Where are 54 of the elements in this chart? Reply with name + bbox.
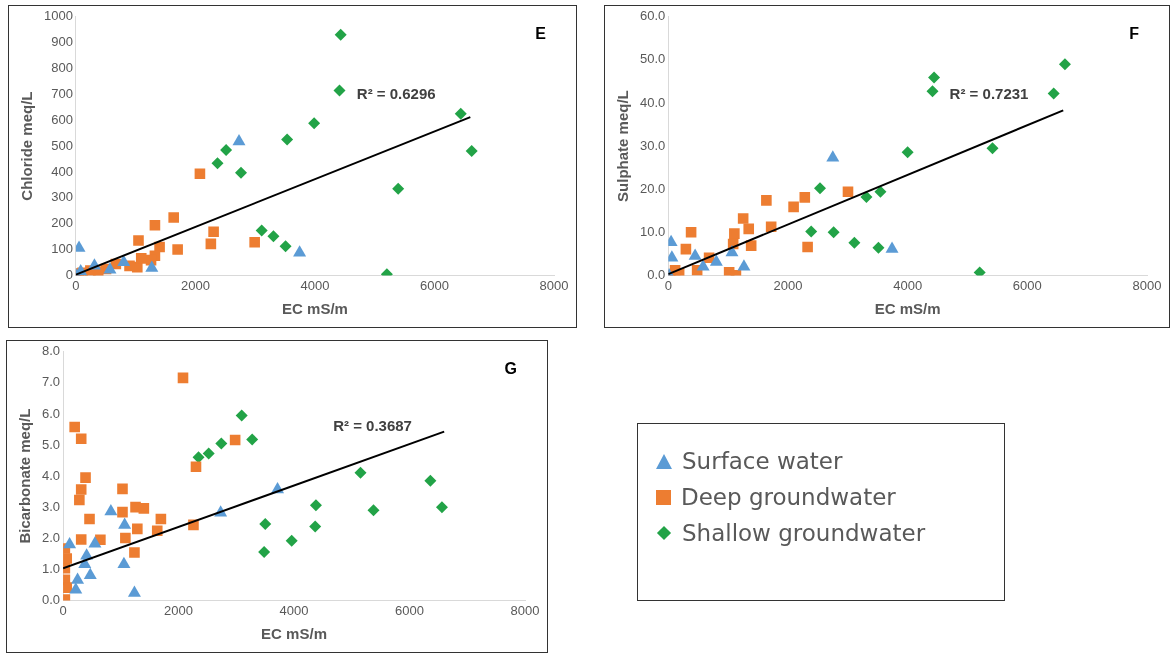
text: F (1129, 25, 1140, 43)
y-tick-label: 4.0 (41, 467, 61, 483)
y-tick-label: 900 (51, 34, 73, 50)
y-axis-title: Chloride meq/L (18, 91, 36, 201)
y-tick-label: 700 (51, 85, 73, 101)
x-axis-title: EC mS/m (282, 300, 348, 318)
y-tick-label: 40.0 (639, 94, 666, 110)
legend-label: Shallow groundwater (682, 520, 926, 546)
y-tick-label: 8.0 (41, 343, 61, 359)
y-tick-label: 7.0 (41, 374, 61, 390)
y-tick-label: 1000 (44, 8, 73, 24)
text: E (535, 25, 547, 43)
legend-label: Surface water (682, 448, 843, 474)
x-tick-label: 8000 (510, 602, 540, 618)
x-tick-label: 4000 (279, 602, 309, 618)
x-axis-title: EC mS/m (261, 625, 327, 643)
y-tick-label: 10.0 (639, 223, 666, 239)
annotation: R² = 0.6296 (356, 84, 436, 102)
x-tick-label: 4000 (893, 277, 923, 293)
y-tick-label: 100 (51, 241, 73, 257)
x-tick-label: 8000 (1132, 277, 1162, 293)
y-tick-label: 0.0 (41, 591, 61, 607)
y-tick-label: 2.0 (41, 529, 61, 545)
y-tick-label: 5.0 (41, 436, 61, 452)
x-tick-label: 4000 (300, 277, 330, 293)
y-axis-title: Sulphate meq/L (614, 90, 632, 202)
y-axis-title: Bicarbonate meq/L (16, 408, 34, 544)
y-tick-label: 30.0 (639, 137, 666, 153)
x-tick-label: 6000 (420, 277, 449, 293)
annotation: R² = 0.7231 (949, 84, 1029, 102)
annotation: R² = 0.3687 (333, 416, 412, 434)
y-tick-label: 500 (51, 137, 73, 153)
y-tick-label: 50.0 (639, 51, 666, 67)
y-tick-label: 6.0 (41, 405, 61, 421)
y-tick-label: 0 (65, 266, 73, 282)
x-tick-label: 2000 (180, 277, 210, 293)
y-tick-label: 20.0 (639, 180, 666, 196)
y-tick-label: 1.0 (41, 560, 61, 576)
x-tick-label: 2000 (164, 602, 194, 618)
y-tick-label: 800 (51, 60, 73, 76)
y-tick-label: 60.0 (639, 8, 666, 24)
y-tick-label: 3.0 (41, 498, 61, 514)
x-tick-label: 2000 (773, 277, 803, 293)
y-tick-label: 400 (51, 163, 73, 179)
x-tick-label: 8000 (539, 277, 569, 293)
legend-label: Deep groundwater (681, 484, 896, 510)
y-tick-label: 600 (51, 111, 73, 127)
y-tick-label: 200 (51, 215, 73, 231)
x-tick-label: 6000 (395, 602, 424, 618)
text: G (504, 360, 517, 378)
y-tick-label: 300 (51, 189, 73, 205)
y-tick-label: 0.0 (647, 266, 666, 282)
x-axis-title: EC mS/m (874, 300, 941, 318)
x-tick-label: 6000 (1012, 277, 1042, 293)
